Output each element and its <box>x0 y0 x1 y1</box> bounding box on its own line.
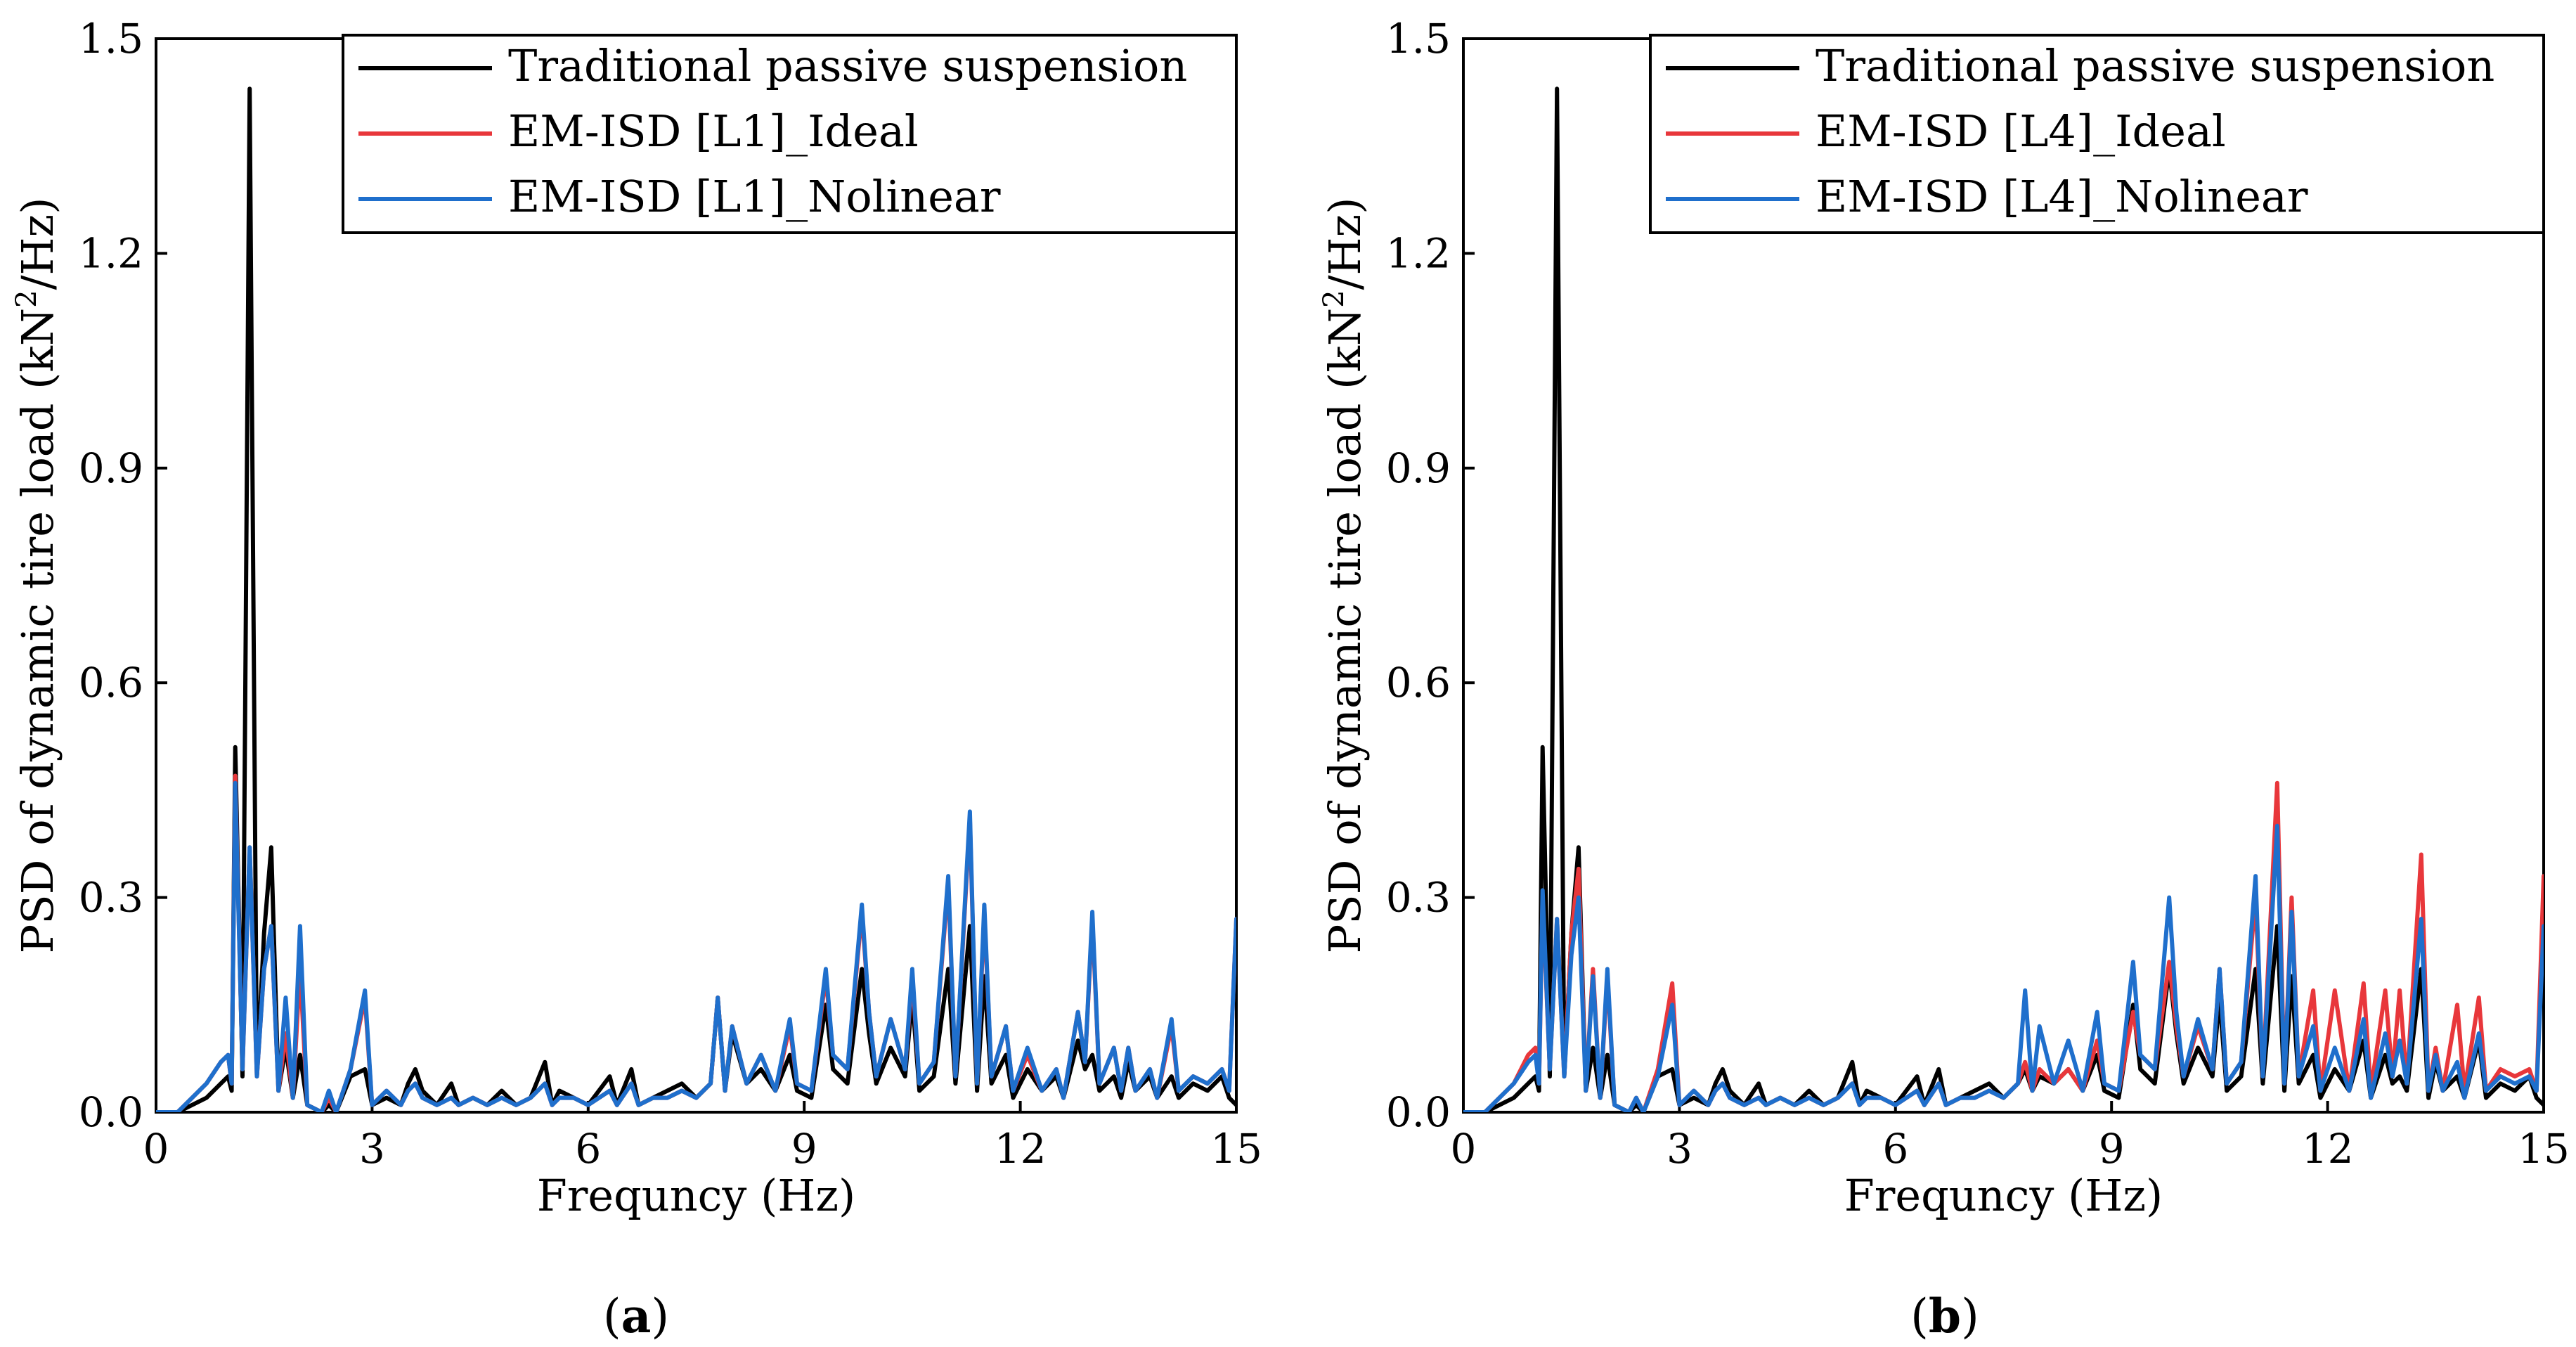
x-tick-label: 3 <box>1666 1125 1692 1173</box>
panel-label-letter: b <box>1929 1289 1961 1343</box>
x-tick-label: 6 <box>575 1125 601 1173</box>
x-tick-label: 0 <box>143 1125 169 1173</box>
legend: Traditional passive suspension EM-ISD [L1… <box>342 34 1238 234</box>
series-group <box>156 86 1236 1112</box>
panel-label-paren: ( <box>1910 1289 1929 1343</box>
legend-label: EM-ISD [L4]_Ideal <box>1816 105 2226 157</box>
x-tick-label: 6 <box>1882 1125 1908 1173</box>
y-tick-label: 0.0 <box>79 1088 143 1136</box>
y-tick-label: 0.3 <box>79 874 143 922</box>
y-axis-title-superscript: 2 <box>11 290 43 307</box>
y-axis-title: PSD of dynamic tire load (kN2/Hz) <box>1318 198 1371 954</box>
y-tick-label: 0.9 <box>1386 444 1451 492</box>
x-tick-label: 3 <box>359 1125 385 1173</box>
y-tick-label: 1.5 <box>1386 15 1451 63</box>
x-tick-label: 9 <box>2099 1125 2125 1173</box>
y-tick-label: 0.0 <box>1386 1088 1451 1136</box>
legend-label: EM-ISD [L4]_Nolinear <box>1816 171 2308 222</box>
x-tick-label: 9 <box>791 1125 817 1173</box>
series-line-nolinear <box>156 780 1236 1112</box>
y-axis-title-superscript: 2 <box>1318 290 1350 307</box>
y-tick-label: 1.5 <box>79 15 143 63</box>
y-tick-label: 0.9 <box>79 444 143 492</box>
series-group <box>1463 86 2544 1112</box>
x-tick-label: 15 <box>1210 1125 1262 1173</box>
legend: Traditional passive suspension EM-ISD [L4… <box>1649 34 2545 234</box>
legend-label: Traditional passive suspension <box>508 40 1187 91</box>
panel-label-paren: ) <box>1961 1289 1979 1343</box>
series-line-nolinear <box>1463 823 2544 1112</box>
y-axis-title: PSD of dynamic tire load (kN2/Hz) <box>11 198 63 954</box>
y-tick-label: 1.2 <box>79 229 143 277</box>
x-tick-label: 15 <box>2518 1125 2570 1173</box>
panel-label-letter: a <box>621 1289 652 1343</box>
series-line-traditional <box>156 86 1236 1112</box>
legend-label: Traditional passive suspension <box>1816 40 2494 91</box>
y-tick-label: 0.6 <box>1386 659 1451 707</box>
y-tick-label: 0.6 <box>79 659 143 707</box>
y-tick-label: 0.3 <box>1386 874 1451 922</box>
x-tick-label: 12 <box>995 1125 1047 1173</box>
y-axis-title-part: /Hz) <box>12 198 63 290</box>
y-axis-title-part: /Hz) <box>1319 198 1371 290</box>
x-axis-title: Frequncy (Hz) <box>1844 1170 2163 1221</box>
panel-label-paren: ) <box>651 1289 669 1343</box>
legend-label: EM-ISD [L1]_Ideal <box>508 105 919 157</box>
series-line-traditional <box>1463 86 2544 1112</box>
x-tick-label: 12 <box>2302 1125 2354 1173</box>
y-axis-title-part: PSD of dynamic tire load (kN <box>1319 308 1371 954</box>
x-tick-label: 0 <box>1451 1125 1477 1173</box>
y-tick-label: 1.2 <box>1386 229 1451 277</box>
panel-label: (a) <box>603 1289 669 1343</box>
panel-label-paren: ( <box>603 1289 621 1343</box>
x-axis-title: Frequncy (Hz) <box>537 1170 855 1221</box>
legend-label: EM-ISD [L1]_Nolinear <box>508 171 1001 222</box>
chart-panel-b: 0 3 6 9 12 15 0.0 0.3 0.6 0.9 1.2 1.5 Frequncy (Hz) P… <box>1318 15 2570 1221</box>
panel-label: (b) <box>1910 1289 1979 1343</box>
chart-panel-a: 0 3 6 9 12 15 0.0 0.3 0.6 0.9 1.2 1.5 Frequncy (Hz) P… <box>11 15 1262 1221</box>
y-axis-title-part: PSD of dynamic tire load (kN <box>12 308 63 954</box>
